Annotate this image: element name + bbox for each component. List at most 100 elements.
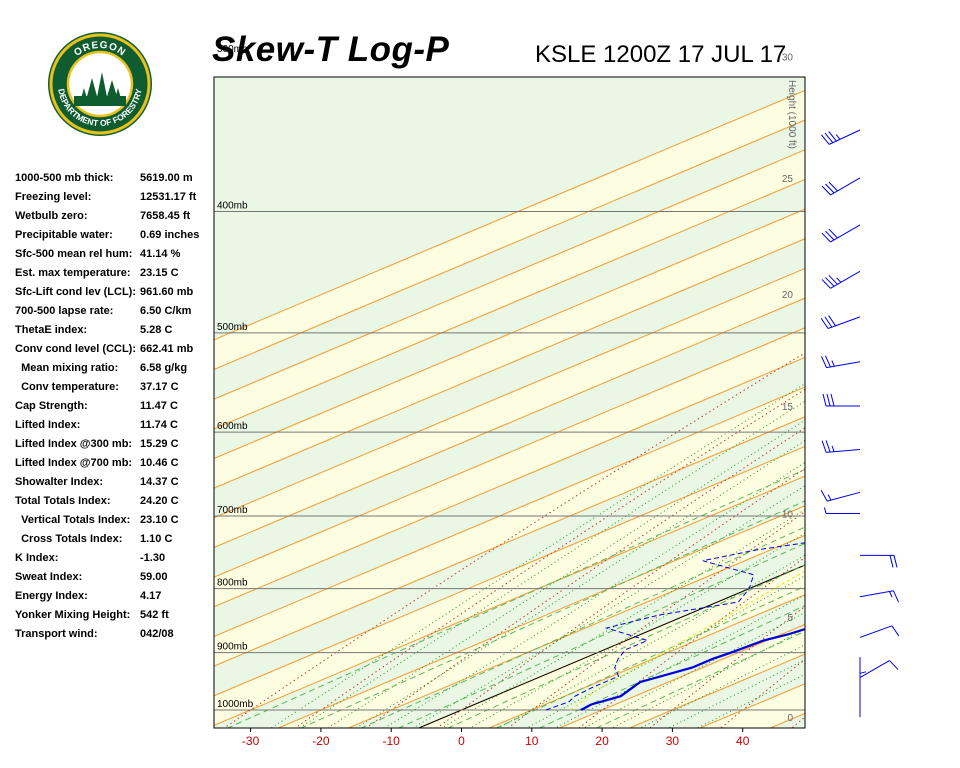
plot-area: 0.41235: [214, 0, 960, 737]
index-value: 042/08: [140, 628, 174, 640]
wind-barb-feather: [824, 132, 834, 144]
station-time-label: KSLE 1200Z 17 JUL 17: [535, 41, 787, 68]
wind-barb: [821, 177, 861, 196]
dry-adiabat-line: [853, 0, 960, 737]
height-axis-title: Height (1000 ft): [786, 80, 797, 149]
index-value: 0.69 inches: [140, 229, 200, 241]
index-label: Wetbulb zero:: [15, 210, 88, 222]
isotherm-line: [214, 416, 805, 667]
isotherm-line: [214, 89, 805, 341]
x-tick-label: 10: [525, 734, 539, 748]
moist-adiabat-line: [440, 508, 805, 728]
wind-barb-feather: [821, 279, 831, 289]
moist-adiabat-line: [355, 439, 805, 728]
index-label: Cross Totals Index:: [15, 533, 123, 545]
wind-barb-half-feather: [827, 494, 832, 501]
index-value: 4.17: [140, 590, 162, 602]
index-value: 5.28 C: [140, 324, 173, 336]
index-label: Total Totals Index:: [15, 495, 111, 507]
chart-title: Skew-T Log-P: [212, 30, 450, 69]
mixing-ratio-line: [299, 500, 805, 728]
wind-barb-shaft: [859, 625, 893, 638]
height-tick-label: 5: [787, 613, 793, 624]
index-value: 542 ft: [140, 609, 169, 621]
isotherm-band: [214, 149, 805, 429]
isotherm-line: [214, 386, 805, 638]
wind-barb-feather: [828, 228, 838, 239]
wind-barb-feather: [830, 393, 835, 407]
wind-barb-feather: [889, 660, 899, 670]
height-tick-label: 10: [782, 509, 794, 520]
wind-barb-feather: [825, 183, 835, 194]
x-tick-label: 0: [458, 734, 465, 748]
index-label: Sweat Index:: [15, 571, 83, 583]
index-value: 23.10 C: [140, 514, 179, 526]
isotherm-band: [214, 268, 805, 548]
index-value: 23.15 C: [140, 267, 179, 279]
isotherm-band: [214, 209, 805, 489]
pressure-label: 500mb: [217, 322, 248, 333]
wind-barb-half-feather: [889, 591, 893, 598]
wind-barb-feather: [820, 317, 829, 329]
height-tick-label: 0: [787, 713, 793, 724]
index-label: Energy Index:: [15, 590, 88, 602]
x-tick-label: -30: [242, 734, 260, 748]
wind-barb-feather: [891, 625, 900, 637]
height-tick-label: 20: [782, 290, 794, 301]
wind-barb-feather: [825, 440, 831, 453]
mixing-ratio-line: [226, 468, 805, 728]
wind-barb: [859, 590, 899, 603]
wind-barb: [859, 660, 899, 679]
index-label: Precipitable water:: [15, 229, 113, 241]
index-label: Transport wind:: [15, 628, 98, 640]
wind-barb-shaft: [830, 270, 861, 289]
wind-barb-feather: [824, 355, 831, 368]
index-label: 700-500 lapse rate:: [15, 305, 114, 317]
wind-barb-half-feather: [835, 134, 841, 140]
wind-barb-shaft: [830, 177, 861, 196]
wind-barb-feather: [824, 316, 833, 328]
wind-barb: [820, 490, 861, 502]
wind-barb: [822, 393, 860, 407]
index-value: 5619.00 m: [140, 172, 193, 184]
moist-adiabat-line: [270, 383, 805, 728]
dry-adiabat-line: [791, 716, 805, 728]
height-tick-label: 30: [782, 53, 794, 64]
wind-barb-shaft: [859, 660, 890, 679]
wind-barb: [859, 625, 900, 638]
wind-barb-half-feather: [831, 360, 835, 367]
isotherm-band: [214, 327, 805, 607]
x-tick-label: 30: [666, 734, 680, 748]
wind-barb: [860, 554, 898, 568]
index-label: Vertical Totals Index:: [15, 514, 131, 526]
index-value: 6.50 C/km: [140, 305, 192, 317]
index-label: ThetaE index:: [15, 324, 88, 336]
index-label: Est. max temperature:: [15, 267, 131, 279]
x-tick-label: 20: [595, 734, 609, 748]
moist-adiabat-line: [554, 594, 805, 728]
isotherm-line: [214, 327, 805, 578]
index-value: -1.30: [140, 552, 166, 564]
wind-barb: [821, 224, 861, 243]
index-value: 14.37 C: [140, 476, 179, 488]
isotherm-line: [214, 356, 805, 608]
wind-barb-shaft: [828, 129, 861, 145]
wind-barb-feather: [822, 393, 827, 407]
index-value: 37.17 C: [140, 381, 179, 393]
index-value: 6.58 g/kg: [140, 362, 188, 374]
wind-barb: [821, 270, 861, 289]
x-tick-label: -20: [312, 734, 330, 748]
index-value: 1.10 C: [140, 533, 173, 545]
index-value: 41.14 %: [140, 248, 181, 260]
index-label: Sfc-Lift cond lev (LCL):: [15, 286, 136, 298]
wind-barb-half-feather: [836, 277, 842, 283]
wind-barb-shaft: [859, 590, 894, 598]
index-value: 24.20 C: [140, 495, 179, 507]
index-value: 662.41 mb: [140, 343, 194, 355]
isotherm-band: [214, 387, 805, 667]
wind-barb-half-feather: [824, 507, 827, 514]
isotherm-line: [214, 119, 805, 371]
pressure-label: 400mb: [217, 201, 248, 212]
moist-adiabat-line: [326, 419, 805, 728]
index-value: 961.60 mb: [140, 286, 194, 298]
